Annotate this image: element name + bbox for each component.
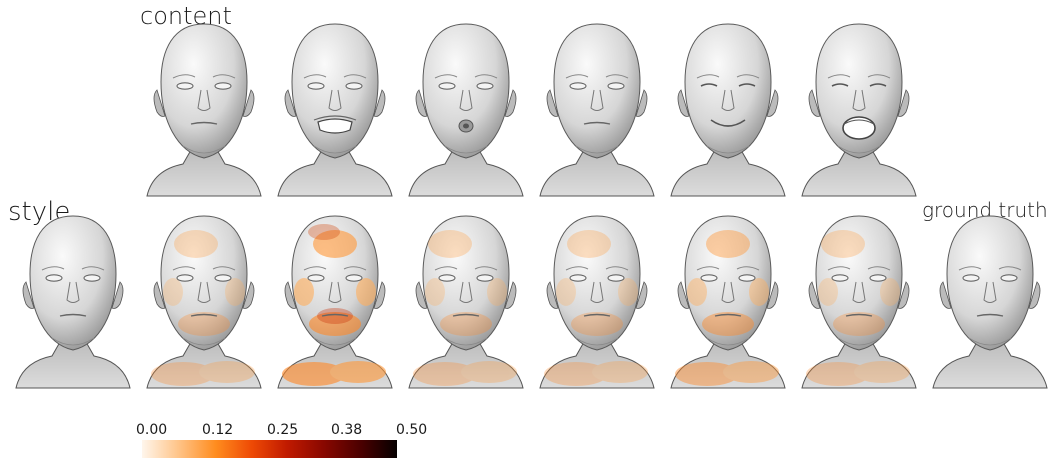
content-face-1 (143, 20, 265, 198)
result-face-6 (798, 212, 920, 390)
colorbar-tick: 0.00 (136, 422, 168, 438)
colorbar-tick: 0.25 (267, 422, 299, 438)
colorbar-tick: 0.50 (396, 422, 428, 438)
content-face-5 (667, 20, 789, 198)
colorbar-tick: 0.38 (331, 422, 363, 438)
result-face-2 (274, 212, 396, 390)
result-face-4 (536, 212, 658, 390)
content-face-6 (798, 20, 920, 198)
error-colorbar (142, 440, 397, 458)
ground-truth-face (929, 212, 1049, 390)
result-face-3 (405, 212, 527, 390)
style-face (12, 212, 134, 390)
content-face-4 (536, 20, 658, 198)
content-face-3 (405, 20, 527, 198)
colorbar-tick: 0.12 (202, 422, 234, 438)
result-face-1 (143, 212, 265, 390)
content-face-2 (274, 20, 396, 198)
result-face-5 (667, 212, 789, 390)
